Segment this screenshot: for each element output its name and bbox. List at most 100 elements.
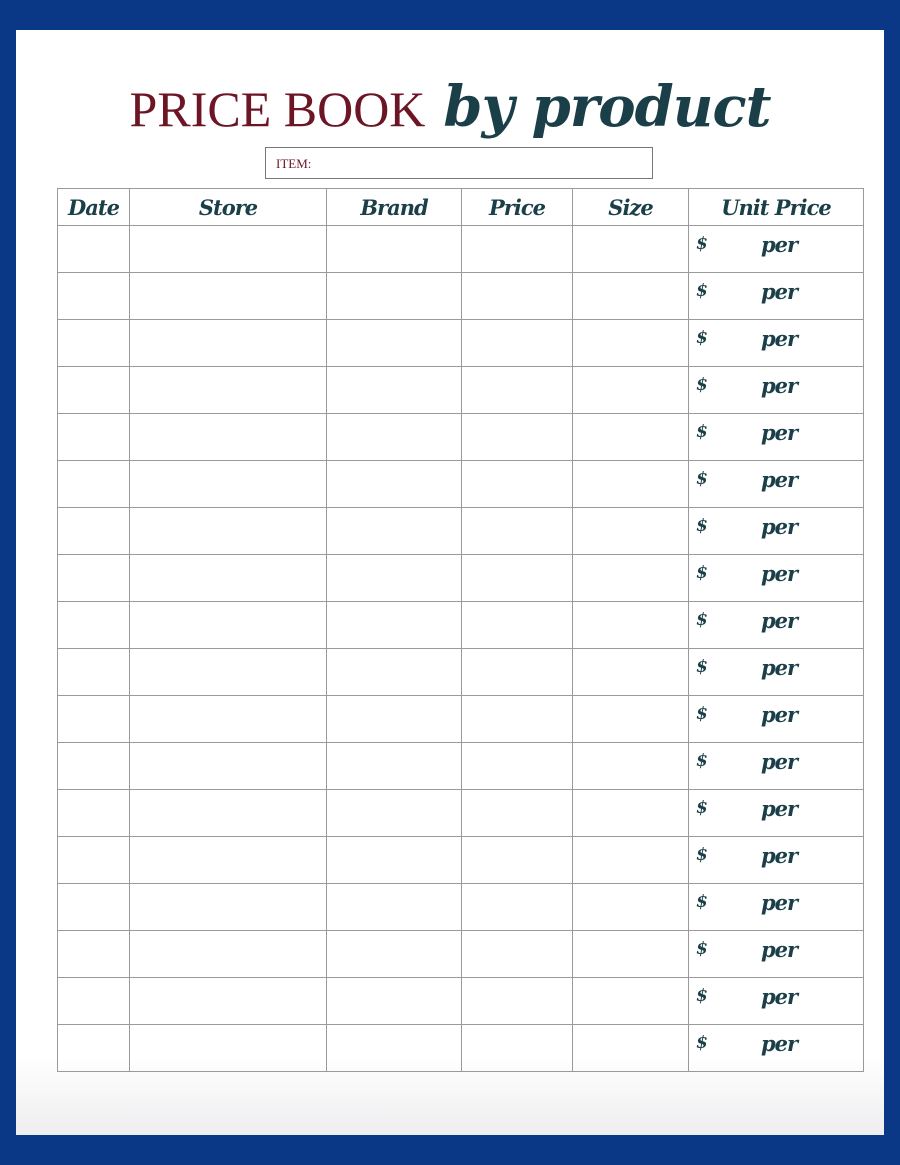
size-cell[interactable] [572,319,689,367]
store-cell[interactable] [129,413,327,461]
store-cell[interactable] [129,1024,327,1072]
price-cell[interactable] [461,977,573,1025]
store-cell[interactable] [129,272,327,320]
date-cell[interactable] [57,225,130,273]
price-cell[interactable] [461,789,573,837]
size-cell[interactable] [572,742,689,790]
date-cell[interactable] [57,742,130,790]
price-cell[interactable] [461,460,573,508]
size-cell[interactable] [572,366,689,414]
store-cell[interactable] [129,507,327,555]
item-field[interactable]: ITEM: [265,147,653,179]
unit-price-cell[interactable]: $ per [688,601,864,649]
store-cell[interactable] [129,977,327,1025]
store-cell[interactable] [129,742,327,790]
brand-cell[interactable] [326,507,462,555]
price-cell[interactable] [461,225,573,273]
store-cell[interactable] [129,648,327,696]
unit-price-cell[interactable]: $ per [688,789,864,837]
date-cell[interactable] [57,366,130,414]
store-cell[interactable] [129,554,327,602]
unit-price-cell[interactable]: $ per [688,507,864,555]
store-cell[interactable] [129,366,327,414]
date-cell[interactable] [57,319,130,367]
unit-price-cell[interactable]: $ per [688,883,864,931]
brand-cell[interactable] [326,1024,462,1072]
size-cell[interactable] [572,554,689,602]
unit-price-cell[interactable]: $ per [688,554,864,602]
size-cell[interactable] [572,695,689,743]
size-cell[interactable] [572,225,689,273]
size-cell[interactable] [572,836,689,884]
brand-cell[interactable] [326,836,462,884]
price-cell[interactable] [461,648,573,696]
date-cell[interactable] [57,272,130,320]
brand-cell[interactable] [326,930,462,978]
unit-price-cell[interactable]: $ per [688,413,864,461]
store-cell[interactable] [129,789,327,837]
store-cell[interactable] [129,460,327,508]
date-cell[interactable] [57,1024,130,1072]
size-cell[interactable] [572,930,689,978]
unit-price-cell[interactable]: $ per [688,836,864,884]
store-cell[interactable] [129,883,327,931]
store-cell[interactable] [129,695,327,743]
store-cell[interactable] [129,930,327,978]
store-cell[interactable] [129,601,327,649]
price-cell[interactable] [461,601,573,649]
date-cell[interactable] [57,413,130,461]
store-cell[interactable] [129,319,327,367]
size-cell[interactable] [572,1024,689,1072]
brand-cell[interactable] [326,460,462,508]
size-cell[interactable] [572,272,689,320]
date-cell[interactable] [57,883,130,931]
price-cell[interactable] [461,695,573,743]
price-cell[interactable] [461,742,573,790]
unit-price-cell[interactable]: $ per [688,366,864,414]
brand-cell[interactable] [326,695,462,743]
date-cell[interactable] [57,789,130,837]
unit-price-cell[interactable]: $ per [688,695,864,743]
size-cell[interactable] [572,413,689,461]
price-cell[interactable] [461,930,573,978]
brand-cell[interactable] [326,789,462,837]
unit-price-cell[interactable]: $ per [688,977,864,1025]
date-cell[interactable] [57,601,130,649]
brand-cell[interactable] [326,648,462,696]
date-cell[interactable] [57,695,130,743]
brand-cell[interactable] [326,413,462,461]
brand-cell[interactable] [326,319,462,367]
date-cell[interactable] [57,930,130,978]
size-cell[interactable] [572,883,689,931]
date-cell[interactable] [57,648,130,696]
date-cell[interactable] [57,977,130,1025]
price-cell[interactable] [461,272,573,320]
unit-price-cell[interactable]: $ per [688,742,864,790]
unit-price-cell[interactable]: $ per [688,460,864,508]
size-cell[interactable] [572,789,689,837]
brand-cell[interactable] [326,883,462,931]
brand-cell[interactable] [326,742,462,790]
size-cell[interactable] [572,601,689,649]
price-cell[interactable] [461,836,573,884]
unit-price-cell[interactable]: $ per [688,225,864,273]
price-cell[interactable] [461,883,573,931]
date-cell[interactable] [57,507,130,555]
brand-cell[interactable] [326,225,462,273]
unit-price-cell[interactable]: $ per [688,1024,864,1072]
size-cell[interactable] [572,460,689,508]
unit-price-cell[interactable]: $ per [688,272,864,320]
brand-cell[interactable] [326,272,462,320]
date-cell[interactable] [57,836,130,884]
price-cell[interactable] [461,1024,573,1072]
price-cell[interactable] [461,507,573,555]
unit-price-cell[interactable]: $ per [688,930,864,978]
date-cell[interactable] [57,460,130,508]
brand-cell[interactable] [326,366,462,414]
size-cell[interactable] [572,977,689,1025]
date-cell[interactable] [57,554,130,602]
brand-cell[interactable] [326,977,462,1025]
unit-price-cell[interactable]: $ per [688,319,864,367]
size-cell[interactable] [572,648,689,696]
price-cell[interactable] [461,554,573,602]
